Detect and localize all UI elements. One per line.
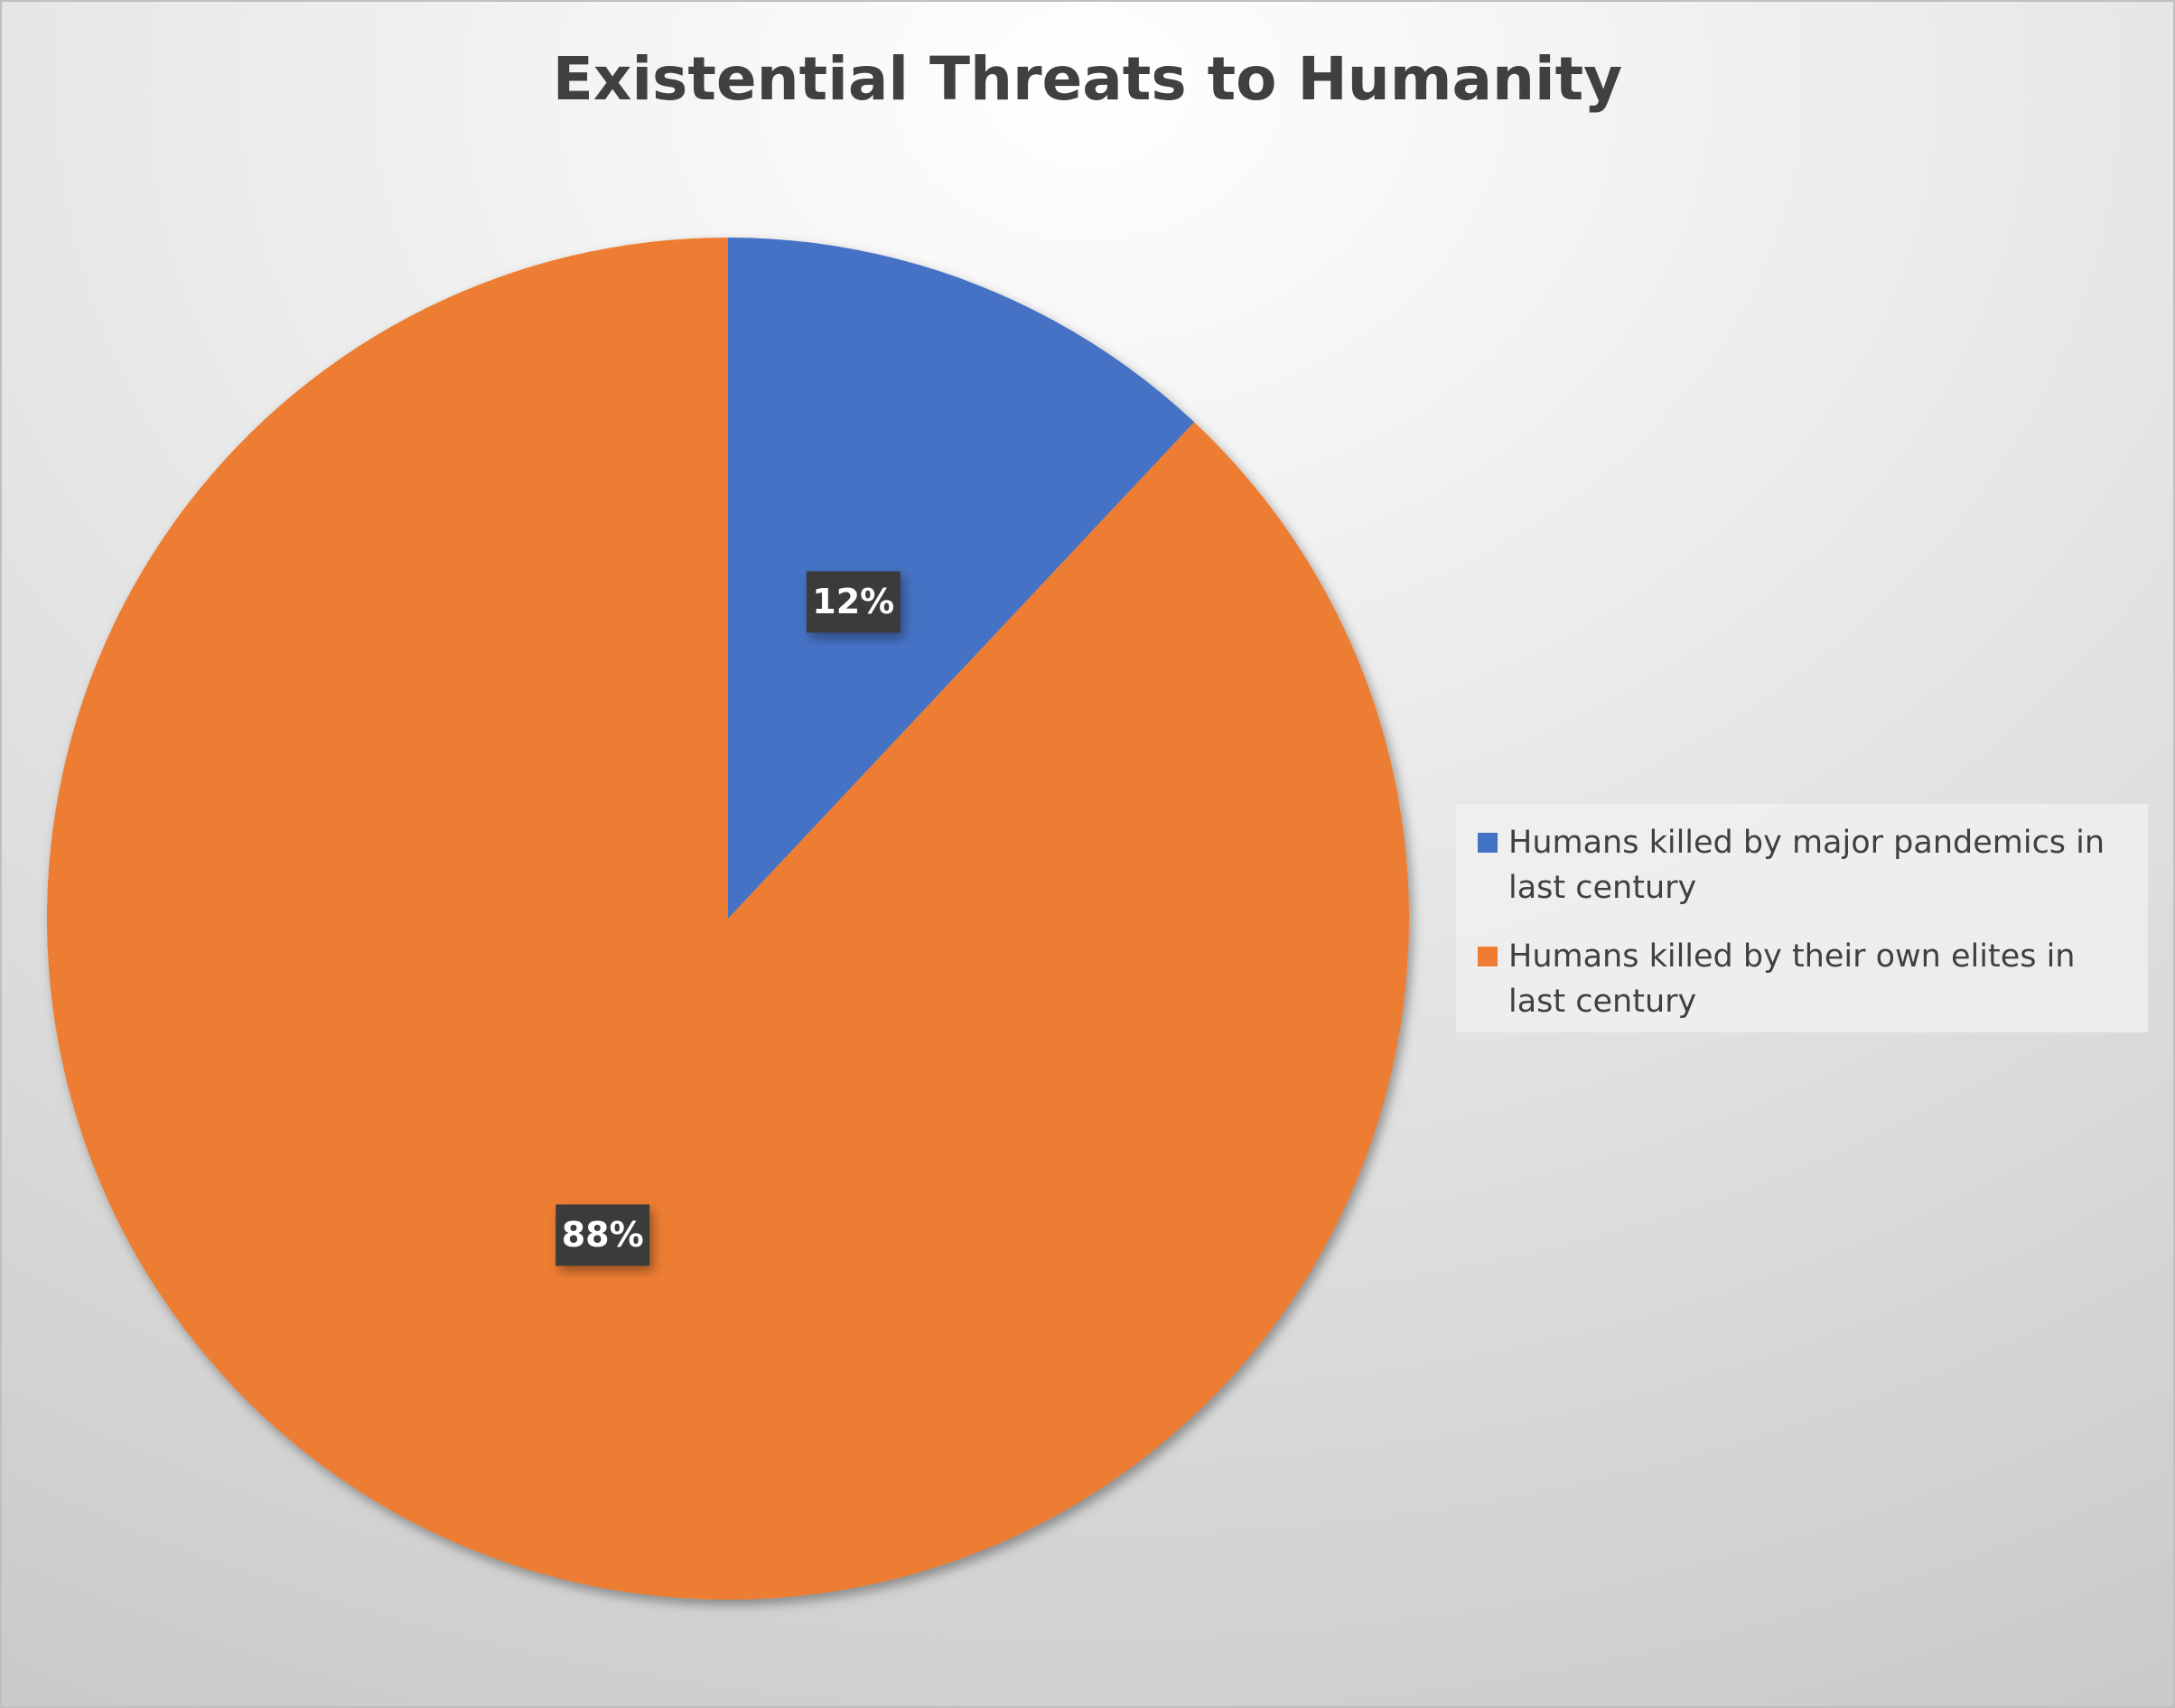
legend-label: Humans killed by major pandemics in last… <box>1508 825 2105 906</box>
legend-label: Humans killed by their own elites in las… <box>1508 938 2076 1020</box>
legend-item: Humans killed by their own elites in las… <box>1478 934 2130 1024</box>
chart-title: Existential Threats to Humanity <box>553 44 1622 114</box>
pie <box>47 238 1410 1600</box>
pie-slice <box>728 238 1195 919</box>
data-labels: 12% 88% <box>555 571 901 1266</box>
data-label-box <box>806 571 901 633</box>
data-label-box <box>555 1204 650 1266</box>
legend-swatch <box>1478 947 1498 966</box>
data-label: 88% <box>562 1215 644 1255</box>
pie-slice <box>47 238 1410 1600</box>
legend: Humans killed by major pandemics in last… <box>1456 804 2148 1032</box>
data-label: 12% <box>812 582 894 621</box>
legend-item: Humans killed by major pandemics in last… <box>1478 820 2130 910</box>
legend-swatch <box>1478 833 1498 853</box>
